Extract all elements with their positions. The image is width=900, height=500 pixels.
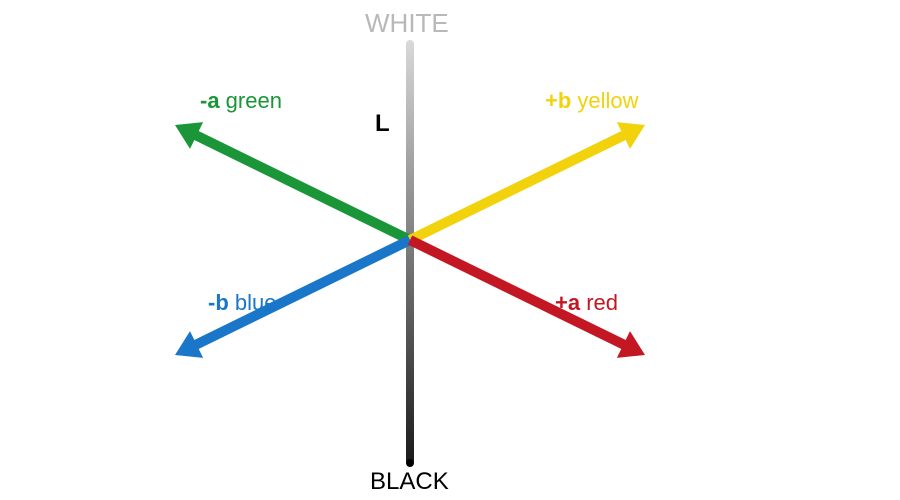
- green-axis-prefix: -a: [200, 88, 220, 113]
- lab-color-space-diagram: WHITE BLACK L -a green +b yellow -b blue +a…: [0, 0, 900, 500]
- red-axis-name: red: [580, 290, 618, 315]
- green-axis-line: [194, 134, 410, 240]
- red-axis-label: +a red: [555, 290, 618, 316]
- yellow-axis-label: +b yellow: [545, 88, 639, 114]
- white-label: WHITE: [365, 8, 449, 39]
- blue-axis-name: blue: [229, 290, 277, 315]
- yellow-axis-line: [410, 134, 626, 240]
- blue-axis-prefix: -b: [208, 290, 229, 315]
- green-axis-name: green: [220, 88, 282, 113]
- blue-axis-label: -b blue: [208, 290, 276, 316]
- diagram-svg: [0, 0, 900, 500]
- l-label: L: [375, 110, 390, 138]
- yellow-axis-prefix: +b: [545, 88, 571, 113]
- green-axis-label: -a green: [200, 88, 282, 114]
- red-axis-prefix: +a: [555, 290, 580, 315]
- yellow-axis-name: yellow: [571, 88, 638, 113]
- l-axis: [406, 40, 414, 467]
- black-label: BLACK: [370, 468, 449, 496]
